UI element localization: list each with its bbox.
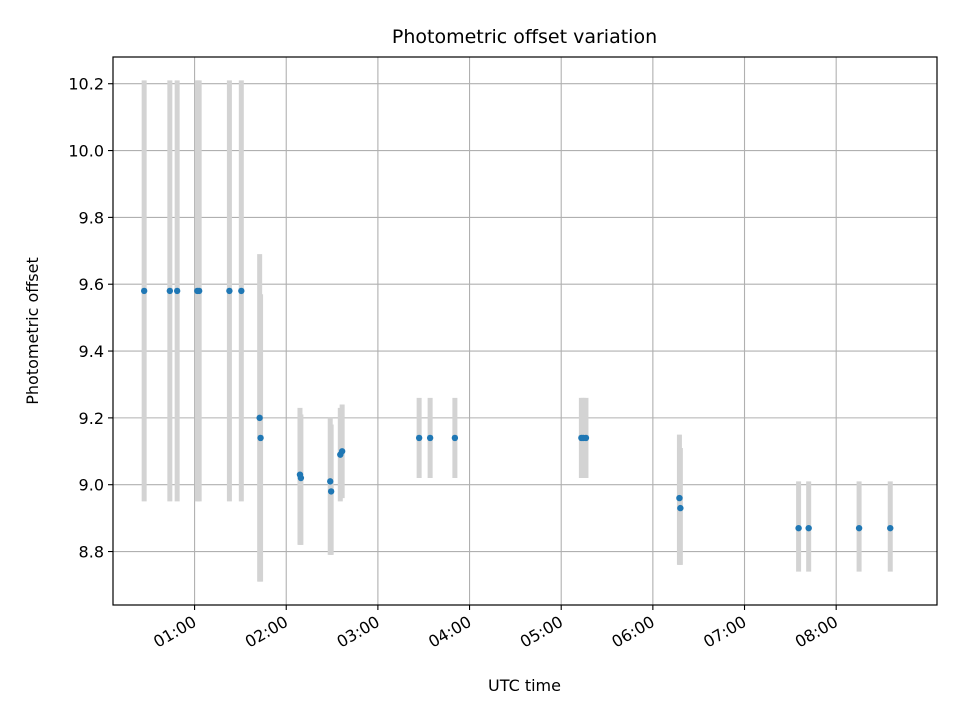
plot-frame: [112, 56, 938, 606]
data-point: [677, 504, 684, 512]
data-point: [676, 494, 683, 502]
data-point: [327, 478, 334, 485]
data-point: [415, 434, 423, 442]
y-tick-label: 10.0: [68, 142, 104, 161]
data-point: [166, 287, 174, 295]
data-point: [451, 434, 459, 442]
data-point: [226, 287, 233, 295]
y-tick-label: 9.0: [79, 476, 104, 495]
data-point: [297, 474, 305, 482]
y-tick-label: 9.6: [79, 275, 104, 294]
y-tick-label: 9.2: [79, 409, 104, 428]
data-point: [426, 434, 434, 442]
y-axis-title: Photometric offset: [23, 257, 42, 405]
data-point: [257, 434, 264, 442]
data-point: [173, 287, 181, 295]
data-point: [140, 287, 148, 295]
y-tick-label: 10.2: [68, 75, 104, 94]
y-tick-label: 8.8: [79, 543, 104, 562]
chart-title: Photometric offset variation: [392, 26, 657, 48]
data-point: [195, 287, 203, 295]
y-tick-label: 9.4: [79, 342, 104, 361]
data-point: [887, 524, 894, 532]
data-point: [238, 287, 245, 295]
data-point: [795, 524, 802, 532]
data-point: [582, 434, 590, 442]
data-point: [327, 488, 335, 495]
y-axis-ticks: 8.8 9.0 9.2 9.4 9.6 9.8 10.0 10.2: [68, 75, 113, 562]
data-points: [140, 287, 894, 532]
plot-area: [113, 57, 937, 605]
data-point: [855, 524, 863, 532]
data-point: [338, 448, 346, 455]
x-axis-title: UTC time: [488, 676, 561, 695]
y-tick-label: 9.8: [79, 208, 104, 227]
data-point: [805, 524, 812, 532]
data-point: [256, 414, 263, 422]
